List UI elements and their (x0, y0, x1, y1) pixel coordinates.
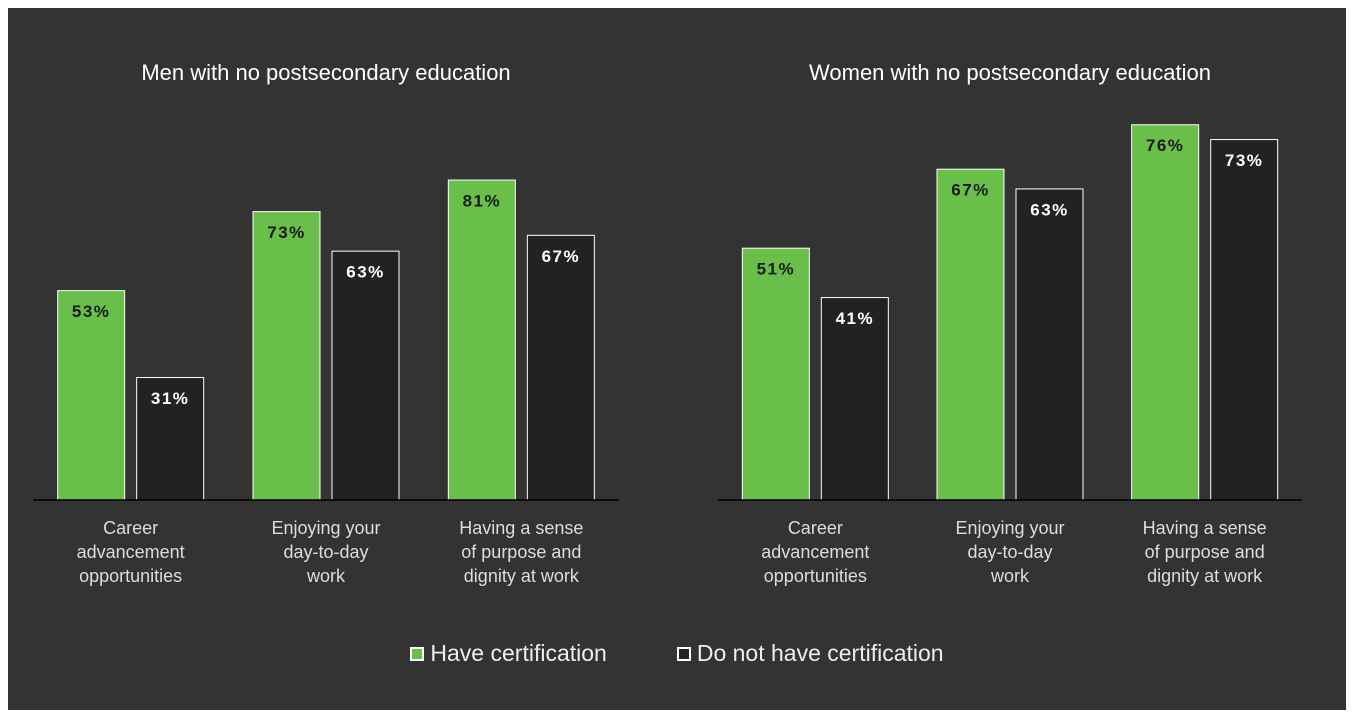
x-tick-label: Career advancement opportunities (76, 518, 185, 586)
data-label: 51% (757, 260, 796, 279)
bar (1131, 124, 1200, 501)
legend-label: Do not have certification (696, 640, 944, 666)
chart-title: Women with no postsecondary education (809, 60, 1211, 85)
legend-item: Have certification (410, 640, 607, 667)
x-tick-label: Enjoying your day-to-day work (955, 518, 1065, 586)
data-label: 67% (542, 247, 581, 266)
bar (447, 179, 516, 501)
bar (526, 234, 595, 501)
bar (936, 168, 1005, 501)
data-label: 53% (72, 302, 111, 321)
legend-item: Do not have certification (676, 640, 944, 667)
data-label: 67% (951, 181, 990, 200)
chart-title: Men with no postsecondary education (141, 60, 510, 85)
x-tick-label: Having a sense of purpose and dignity at… (459, 518, 584, 586)
data-label: 63% (1030, 200, 1069, 219)
x-tick-label: Having a sense of purpose and dignity at… (1142, 518, 1267, 586)
bar (1015, 188, 1084, 501)
bar (136, 377, 205, 501)
data-label: 81% (463, 192, 502, 211)
data-label: 73% (267, 223, 306, 242)
x-tick-label: Career advancement opportunities (761, 518, 870, 586)
data-label: 31% (151, 389, 190, 408)
legend-swatch (676, 646, 691, 661)
background (8, 8, 1346, 710)
bar (741, 247, 810, 501)
bar (252, 211, 321, 501)
data-label: 41% (836, 309, 875, 328)
data-label: 76% (1146, 136, 1185, 155)
bar (331, 250, 400, 501)
legend-swatch (410, 646, 425, 661)
x-tick-label: Enjoying your day-to-day work (271, 518, 381, 586)
legend-label: Have certification (430, 640, 607, 666)
bar (57, 290, 126, 501)
bar (1210, 139, 1279, 501)
legend: Have certification Do not have certificat… (0, 640, 1354, 667)
data-label: 73% (1225, 151, 1264, 170)
data-label: 63% (346, 263, 385, 282)
